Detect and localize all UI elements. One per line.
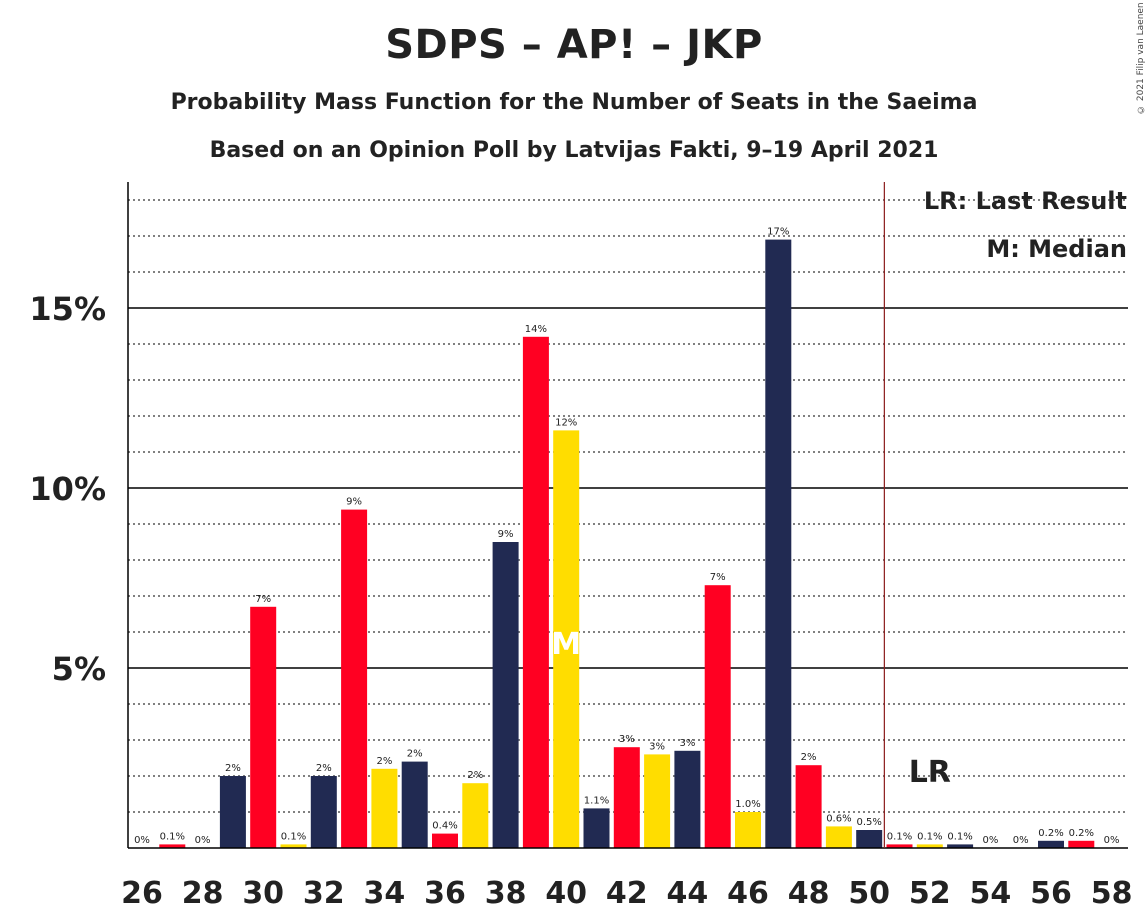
data-label-41: 1.1% bbox=[584, 795, 609, 806]
data-labels: 0% 0.1% 0% 2% 7% 0.1% 2% 9% 2% 2% 0.4% 2% 9% 14% 12% 1.… bbox=[134, 227, 1119, 846]
chart-title: SDPS – AP! – JKP bbox=[385, 22, 763, 68]
x-tick-28: 28 bbox=[182, 876, 224, 911]
data-label-56: 0.2% bbox=[1038, 828, 1063, 839]
bar-48 bbox=[795, 765, 822, 848]
data-label-52: 0.1% bbox=[917, 831, 942, 842]
chart-subtitle: Probability Mass Function for the Number… bbox=[170, 90, 978, 115]
grid-lines bbox=[128, 199, 1128, 813]
data-label-45: 7% bbox=[710, 572, 726, 583]
x-tick-36: 36 bbox=[424, 876, 466, 911]
bar-53 bbox=[947, 844, 974, 848]
last-result-marker: LR bbox=[909, 755, 951, 790]
data-label-54: 0% bbox=[982, 835, 998, 846]
annotations: LR M bbox=[551, 182, 951, 848]
bar-46 bbox=[735, 812, 761, 848]
bar-31 bbox=[280, 844, 307, 848]
bar-50 bbox=[856, 830, 883, 848]
data-label-26: 0% bbox=[134, 835, 150, 846]
data-label-38: 9% bbox=[498, 529, 514, 540]
data-label-39: 14% bbox=[525, 324, 547, 335]
x-tick-48: 48 bbox=[788, 876, 830, 911]
data-label-57: 0.2% bbox=[1069, 828, 1094, 839]
data-label-36: 0.4% bbox=[432, 821, 457, 832]
bar-49 bbox=[825, 826, 852, 848]
bar-32 bbox=[310, 776, 337, 848]
x-tick-30: 30 bbox=[242, 876, 284, 911]
bar-35 bbox=[401, 761, 428, 848]
data-label-46: 1.0% bbox=[735, 799, 760, 810]
bar-33 bbox=[341, 509, 368, 848]
bar-52 bbox=[916, 844, 943, 848]
data-label-51: 0.1% bbox=[887, 831, 912, 842]
bar-51 bbox=[886, 844, 913, 848]
bar-45 bbox=[704, 585, 731, 848]
bar-47 bbox=[765, 239, 792, 849]
y-tick-10: 10% bbox=[29, 470, 106, 508]
bar-56 bbox=[1038, 840, 1064, 848]
y-tick-5: 5% bbox=[52, 650, 106, 688]
x-tick-50: 50 bbox=[848, 876, 890, 911]
data-label-31: 0.1% bbox=[281, 831, 306, 842]
x-tick-54: 54 bbox=[970, 876, 1012, 911]
x-tick-44: 44 bbox=[667, 876, 709, 911]
x-tick-40: 40 bbox=[545, 876, 587, 911]
x-tick-58: 58 bbox=[1091, 876, 1133, 911]
data-label-32: 2% bbox=[316, 763, 332, 774]
bar-27 bbox=[159, 844, 186, 848]
chart-subtitle-2: Based on an Opinion Poll by Latvijas Fak… bbox=[209, 138, 939, 163]
data-label-42: 3% bbox=[619, 734, 635, 745]
bar-57 bbox=[1068, 840, 1095, 848]
data-label-50: 0.5% bbox=[856, 817, 881, 828]
data-label-28: 0% bbox=[195, 835, 211, 846]
x-tick-34: 34 bbox=[364, 876, 406, 911]
bar-29 bbox=[219, 776, 246, 848]
data-label-58: 0% bbox=[1104, 835, 1120, 846]
data-label-48: 2% bbox=[801, 752, 817, 763]
bar-44 bbox=[674, 750, 701, 848]
bar-42 bbox=[613, 747, 640, 848]
x-tick-42: 42 bbox=[606, 876, 648, 911]
median-marker: M bbox=[551, 627, 581, 662]
data-label-29: 2% bbox=[225, 763, 241, 774]
bar-39 bbox=[522, 336, 549, 848]
x-tick-26: 26 bbox=[121, 876, 163, 911]
data-label-34: 2% bbox=[376, 756, 392, 767]
data-label-55: 0% bbox=[1013, 835, 1029, 846]
data-label-37: 2% bbox=[467, 770, 483, 781]
data-label-27: 0.1% bbox=[160, 831, 185, 842]
data-label-53: 0.1% bbox=[947, 831, 972, 842]
bar-41 bbox=[583, 808, 610, 848]
data-label-35: 2% bbox=[407, 749, 423, 760]
tick-labels: 26 28 30 32 34 36 38 40 42 44 46 48 50 52 54 56 58 5% 10% 1… bbox=[29, 290, 1132, 911]
data-label-49: 0.6% bbox=[826, 813, 851, 824]
bar-38 bbox=[492, 542, 519, 848]
x-tick-32: 32 bbox=[303, 876, 345, 911]
x-tick-56: 56 bbox=[1030, 876, 1072, 911]
axes bbox=[127, 182, 1128, 849]
data-label-43: 3% bbox=[649, 741, 665, 752]
bars bbox=[159, 239, 1095, 849]
bar-30 bbox=[250, 606, 277, 848]
data-label-33: 9% bbox=[346, 497, 362, 508]
bar-40 bbox=[553, 430, 580, 848]
bar-37 bbox=[462, 783, 489, 848]
bar-34 bbox=[371, 768, 398, 848]
x-tick-46: 46 bbox=[727, 876, 769, 911]
data-label-40: 12% bbox=[555, 417, 577, 428]
data-label-44: 3% bbox=[679, 738, 695, 749]
bar-36 bbox=[432, 833, 458, 848]
x-tick-38: 38 bbox=[485, 876, 527, 911]
legend-median: M: Median bbox=[986, 235, 1127, 263]
x-tick-52: 52 bbox=[909, 876, 951, 911]
data-label-47: 17% bbox=[767, 227, 789, 238]
y-tick-15: 15% bbox=[29, 290, 106, 328]
bar-43 bbox=[644, 754, 671, 848]
legend-last-result: LR: Last Result bbox=[924, 187, 1127, 215]
data-label-30: 7% bbox=[255, 594, 271, 605]
